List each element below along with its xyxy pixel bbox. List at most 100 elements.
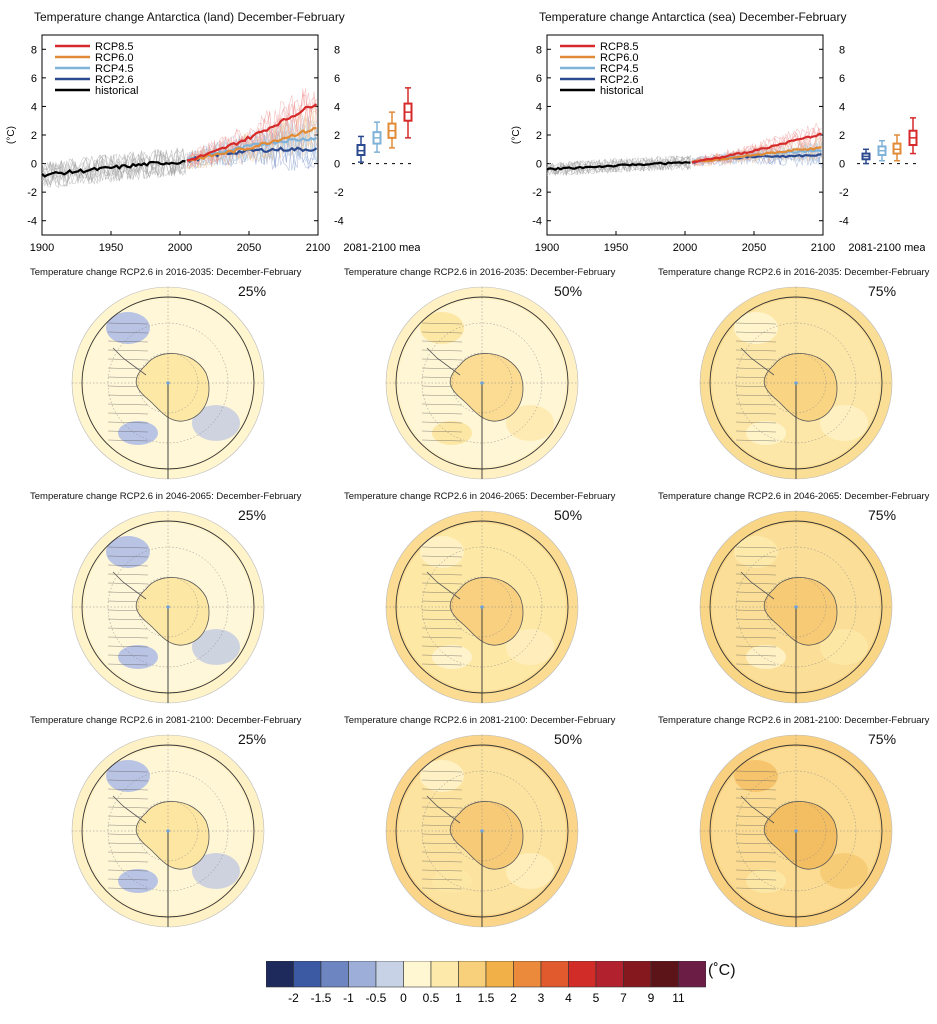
- y-axis-label: (°C): [6, 126, 17, 144]
- y-tick-label: 0: [31, 159, 37, 171]
- map-panel: Temperature change RCP2.6 in 2016-2035: …: [658, 267, 937, 492]
- antarctica-outline: [135, 353, 210, 422]
- pole-marker: [794, 829, 798, 833]
- y-tick-label-right: 6: [334, 73, 340, 85]
- peninsula-outline: [740, 795, 775, 824]
- colorbar-label: 11: [672, 991, 685, 1005]
- y-tick-label-right: -4: [334, 216, 344, 228]
- y-tick-label: -2: [532, 187, 542, 199]
- map-title: Temperature change RCP2.6 in 2016-2035: …: [658, 267, 930, 278]
- map-panel: Temperature change RCP2.6 in 2081-2100: …: [658, 715, 937, 940]
- polar-map: [385, 734, 579, 928]
- map-patch: [192, 405, 240, 441]
- latitude-circle: [107, 546, 229, 668]
- y-tick-label-right: 6: [839, 73, 845, 85]
- x-tick-label: 1900: [535, 242, 559, 254]
- map-hatching: [421, 322, 463, 442]
- map-patch: [820, 853, 868, 889]
- map-percentile: 50%: [554, 283, 583, 299]
- y-tick-label-right: 8: [839, 44, 845, 56]
- y-tick-label: 6: [536, 73, 542, 85]
- land-chart-svg: -4 -4 -2 -2 0 0 2 2 4 4 6 6 8 8 (°C) 1900 1950 2000 2050 21…: [6, 34, 420, 254]
- ensemble-line: [41, 148, 186, 186]
- pole-marker: [480, 829, 484, 833]
- colorbar-unit: (˚C): [708, 962, 736, 979]
- map-patch: [432, 869, 472, 893]
- y-axis-label: (°C): [511, 126, 522, 144]
- legend-label: historical: [95, 85, 138, 97]
- y-tick-label-right: -4: [839, 216, 849, 228]
- colorbar-swatch: [458, 961, 487, 988]
- map-patch: [432, 421, 472, 445]
- map-patch: [734, 760, 778, 792]
- peninsula-outline: [112, 571, 147, 600]
- colorbar-swatch: [540, 961, 569, 988]
- x-tick-label: 2100: [811, 242, 835, 254]
- y-tick-label: 2: [31, 130, 37, 142]
- y-tick-label: 4: [31, 101, 37, 113]
- map-hatching: [421, 546, 463, 666]
- y-tick-label-right: 2: [839, 130, 845, 142]
- peninsula-outline: [112, 795, 147, 824]
- map-hatching: [735, 322, 777, 442]
- y-tick-label: 2: [536, 130, 542, 142]
- colorbar-label: 3: [538, 991, 545, 1005]
- map-title: Temperature change RCP2.6 in 2081-2100: …: [658, 715, 930, 726]
- colorbar-label: 7: [620, 991, 627, 1005]
- map-patch: [506, 405, 554, 441]
- colorbar-label: -1.5: [311, 991, 332, 1005]
- y-tick-label: 4: [536, 101, 542, 113]
- map-percentile: 25%: [238, 507, 267, 523]
- y-tick-label: 8: [536, 44, 542, 56]
- ensemble-line: [41, 148, 186, 185]
- pole-marker: [794, 381, 798, 385]
- map-patch: [746, 869, 786, 893]
- colorbar-swatch: [623, 961, 652, 988]
- colorbar-label: 0.5: [423, 991, 440, 1005]
- colorbar-swatch: [320, 961, 349, 988]
- map-patch: [106, 760, 150, 792]
- colorbar-swatch: [430, 961, 459, 988]
- y-tick-label-right: 2: [334, 130, 340, 142]
- ensemble-line: [41, 148, 186, 187]
- map-panel: Temperature change RCP2.6 in 2081-2100: …: [344, 715, 656, 940]
- antarctica-outline: [763, 577, 838, 646]
- legend-label: RCP2.6: [95, 74, 134, 86]
- y-tick-label-right: 0: [839, 159, 845, 171]
- map-title: Temperature change RCP2.6 in 2016-2035: …: [344, 267, 616, 278]
- map-panel: Temperature change RCP2.6 in 2016-2035: …: [344, 267, 656, 492]
- y-tick-label: -4: [27, 216, 37, 228]
- pole-marker: [166, 605, 170, 609]
- timeseries-sea: Temperature change Antarctica (sea) Dece…: [505, 0, 925, 265]
- legend-label: RCP4.5: [95, 63, 134, 75]
- antarctica-outline: [135, 577, 210, 646]
- map-title: Temperature change RCP2.6 in 2046-2065: …: [30, 491, 302, 502]
- y-tick-label-right: -2: [839, 187, 849, 199]
- peninsula-outline: [740, 571, 775, 600]
- colorbar-swatch: [678, 961, 706, 988]
- latitude-circle: [735, 322, 857, 444]
- series-line-rcp85: [691, 132, 822, 164]
- polar-map: [699, 510, 893, 704]
- map-patch: [192, 853, 240, 889]
- polar-map: [385, 510, 579, 704]
- ensemble-line: [546, 156, 691, 175]
- colorbar-swatch: [403, 961, 432, 988]
- legend-label: RCP2.6: [600, 74, 639, 86]
- map-patch: [746, 645, 786, 669]
- peninsula-outline: [112, 347, 147, 376]
- map-patch: [734, 536, 778, 568]
- x-tick-label: 2050: [742, 242, 766, 254]
- colorbar-label: -1: [343, 991, 354, 1005]
- series-line-historical: [41, 159, 186, 178]
- map-title: Temperature change RCP2.6 in 2081-2100: …: [344, 715, 616, 726]
- ensemble-line: [41, 149, 186, 185]
- map-patch: [734, 312, 778, 344]
- legend-label: RCP6.0: [95, 52, 134, 64]
- map-patch: [420, 536, 464, 568]
- colorbar-label: 9: [648, 991, 655, 1005]
- map-title: Temperature change RCP2.6 in 2046-2065: …: [344, 491, 616, 502]
- antarctica-outline: [449, 577, 524, 646]
- series-line-rcp60: [691, 146, 822, 164]
- map-patch: [820, 629, 868, 665]
